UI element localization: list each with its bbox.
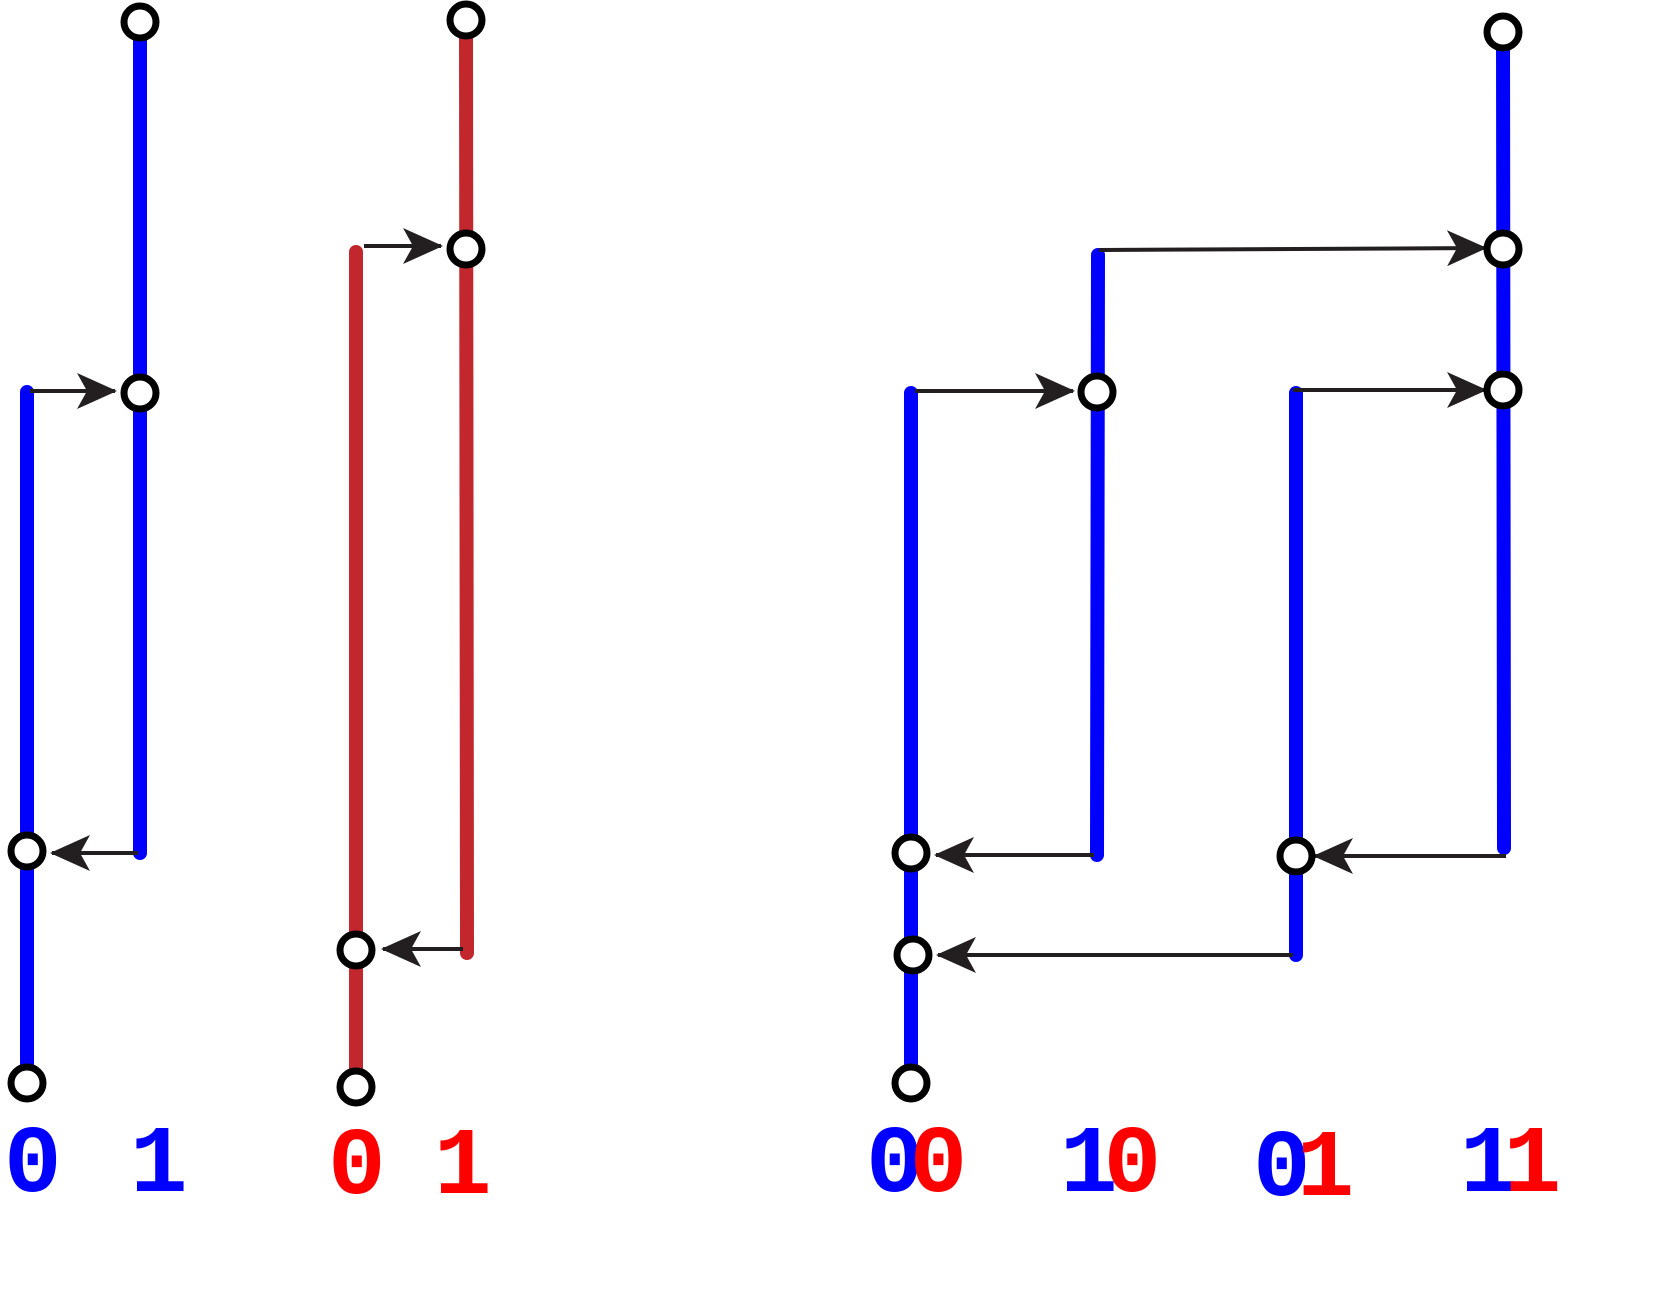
transition-arrows (30, 228, 1506, 973)
node-circle-icon (7, 831, 47, 871)
state-label: 1 (130, 1111, 187, 1220)
state-label-digit: 1 (1060, 1111, 1117, 1220)
state-label: 10 (1060, 1111, 1161, 1220)
state-label-digit: 1 (1296, 1115, 1354, 1224)
state-label-digit: 0 (328, 1113, 385, 1222)
node-circle-icon (120, 373, 160, 413)
state-label-digit: 0 (909, 1111, 967, 1220)
state-label-digit: 0 (4, 1111, 61, 1220)
node-circle-icon (1483, 229, 1523, 269)
state-label-digit: 1 (130, 1111, 187, 1220)
node-circle-icon (1483, 12, 1523, 52)
node-circle-icon (891, 1063, 931, 1103)
timeline-segment (1090, 248, 1105, 862)
node-circle-icon (336, 930, 376, 970)
node-circle-icon (446, 229, 486, 269)
timeline-segment (1496, 25, 1511, 855)
state-label: 0 (4, 1111, 61, 1220)
node-circle-icon (891, 833, 931, 873)
state-label: 11 (1460, 1111, 1561, 1220)
state-label: 1 (434, 1113, 491, 1222)
timeline-segment (459, 13, 474, 960)
state-label: 00 (866, 1111, 967, 1220)
arrow-icon (1098, 230, 1487, 267)
state-label-digit: 1 (1503, 1111, 1561, 1220)
state-label: 0 (328, 1113, 385, 1222)
node-circle-icon (446, 0, 486, 40)
node-circle-icon (120, 2, 160, 42)
node-circle-icon (1276, 836, 1316, 876)
node-circle-icon (7, 1063, 47, 1103)
state-label-digit: 1 (434, 1113, 491, 1222)
node-circle-icon (1077, 372, 1117, 412)
node-circle-icon (336, 1067, 376, 1107)
state-label-digit: 1 (1460, 1111, 1517, 1220)
state-label: 01 (1253, 1115, 1354, 1224)
state-label-digit: 0 (866, 1111, 923, 1220)
node-circle-icon (893, 935, 933, 975)
timeline-segments (20, 13, 1511, 1094)
node-circle-icon (1483, 370, 1523, 410)
state-nodes (7, 0, 1523, 1107)
state-label-digit: 0 (1253, 1115, 1310, 1224)
state-label-digit: 0 (1103, 1111, 1161, 1220)
